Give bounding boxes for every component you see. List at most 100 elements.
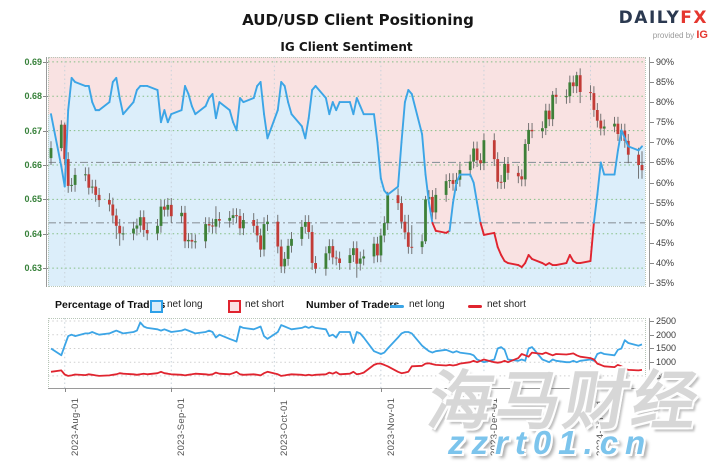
trader-count-chart	[48, 318, 645, 388]
candle-body	[496, 159, 500, 182]
candle-body	[444, 181, 448, 195]
sentiment-line-segment	[616, 129, 623, 152]
sentiment-line-segment	[290, 113, 303, 128]
sentiment-tick-label: 80%	[648, 97, 675, 108]
candle-body	[616, 123, 620, 134]
sentiment-line-segment	[482, 231, 496, 236]
sentiment-line-segment	[355, 97, 362, 108]
candle-body	[575, 75, 579, 87]
candle-body	[376, 243, 379, 256]
candle-body	[400, 203, 403, 222]
sentiment-line-segment	[472, 181, 479, 204]
legend-pct-net-short: net short	[245, 299, 284, 310]
candle-body	[135, 225, 139, 229]
price-tick-label: 0.67	[24, 125, 48, 136]
candle-body	[63, 124, 67, 160]
sentiment-line-segment	[307, 89, 314, 120]
sentiment-line-segment	[403, 89, 410, 104]
sentiment-line-segment	[67, 76, 73, 112]
candle-body	[479, 160, 482, 164]
candle-body	[372, 243, 376, 257]
candle-body	[145, 230, 149, 234]
legend-number-label: Number of Traders	[306, 299, 400, 311]
net-short-count-line	[50, 351, 643, 377]
date-tick-mark	[171, 388, 173, 392]
sentiment-line-segment	[242, 97, 255, 104]
date-tick-mark	[64, 388, 66, 392]
candle-body	[520, 176, 524, 180]
date-tick-label: 2023-Dec-01	[488, 397, 500, 456]
sentiment-line-segment	[211, 93, 217, 120]
candle-body	[121, 233, 125, 235]
provided-by-text: provided by	[652, 31, 695, 40]
candle-body	[97, 194, 101, 201]
count-tick-label: 1000	[648, 357, 677, 368]
candle-body	[420, 241, 424, 248]
sentiment-line-segment	[314, 85, 327, 100]
sentiment-line-segment	[252, 85, 259, 100]
candle-body	[169, 204, 173, 217]
trader-count-plot	[48, 318, 645, 388]
candle-body	[228, 217, 232, 221]
date-tick-mark	[590, 388, 592, 392]
sentiment-line-segment	[146, 85, 159, 91]
sentiment-line-segment	[555, 262, 568, 267]
candle-body	[516, 172, 520, 177]
sentiment-line-segment	[579, 260, 592, 265]
net-long-line-icon	[390, 305, 404, 308]
sentiment-line-segment	[266, 109, 279, 140]
sentiment-line-segment	[287, 101, 293, 116]
candle-body	[290, 238, 293, 246]
sentiment-line-segment	[397, 141, 403, 188]
sentiment-line-segment	[531, 258, 544, 265]
logo-accent-text: FX	[680, 8, 708, 28]
sentiment-line-segment	[455, 173, 461, 184]
candle-body	[431, 196, 434, 213]
price-tick-label: 0.66	[24, 159, 48, 170]
candle-body	[362, 256, 366, 259]
candle-body	[94, 186, 98, 195]
sentiment-line-segment	[156, 89, 162, 124]
price-tick-label: 0.64	[24, 228, 48, 239]
candle-body	[386, 195, 390, 224]
sentiment-line-segment	[283, 85, 290, 104]
candle-body	[279, 246, 283, 267]
sentiment-line-segment	[335, 101, 341, 112]
sentiment-line-segment	[276, 81, 283, 112]
sentiment-line-segment	[118, 97, 125, 116]
candle-body	[276, 221, 280, 247]
net-short-swatch-icon	[228, 300, 241, 313]
sentiment-line-segment	[379, 177, 386, 192]
candle-body	[84, 174, 87, 176]
sentiment-line-segment	[324, 97, 331, 116]
sentiment-line-segment	[431, 221, 437, 232]
sentiment-line-segment	[218, 101, 231, 112]
sentiment-line-segment	[122, 101, 135, 116]
sentiment-tick-label: 55%	[648, 197, 675, 208]
candle-body	[231, 215, 235, 218]
candle-body	[138, 217, 142, 226]
bottom-right-axis-line	[649, 318, 650, 388]
candle-body	[547, 110, 551, 120]
candle-body	[242, 220, 245, 229]
candle-body	[324, 253, 328, 269]
sentiment-line-segment	[228, 109, 235, 124]
sentiment-line-segment	[304, 117, 310, 140]
candle-body	[159, 206, 163, 226]
candle-body	[475, 148, 479, 161]
candle-body	[541, 128, 544, 132]
candle-body	[551, 94, 555, 120]
sentiment-line-segment	[163, 109, 169, 124]
logo-brand-text: DAILY	[618, 8, 681, 28]
price-sentiment-chart	[48, 57, 645, 287]
sentiment-tick-label: 65%	[648, 157, 675, 168]
candle-body	[499, 181, 503, 183]
candle-body	[506, 163, 510, 173]
price-tick-label: 0.65	[24, 194, 48, 205]
sentiment-tick-label: 60%	[648, 177, 675, 188]
candle-body	[87, 174, 91, 188]
candle-body	[424, 199, 427, 242]
sentiment-line-segment	[352, 97, 358, 116]
candle-body	[623, 130, 627, 141]
watermark-site: zzrt01.cn	[448, 424, 653, 461]
